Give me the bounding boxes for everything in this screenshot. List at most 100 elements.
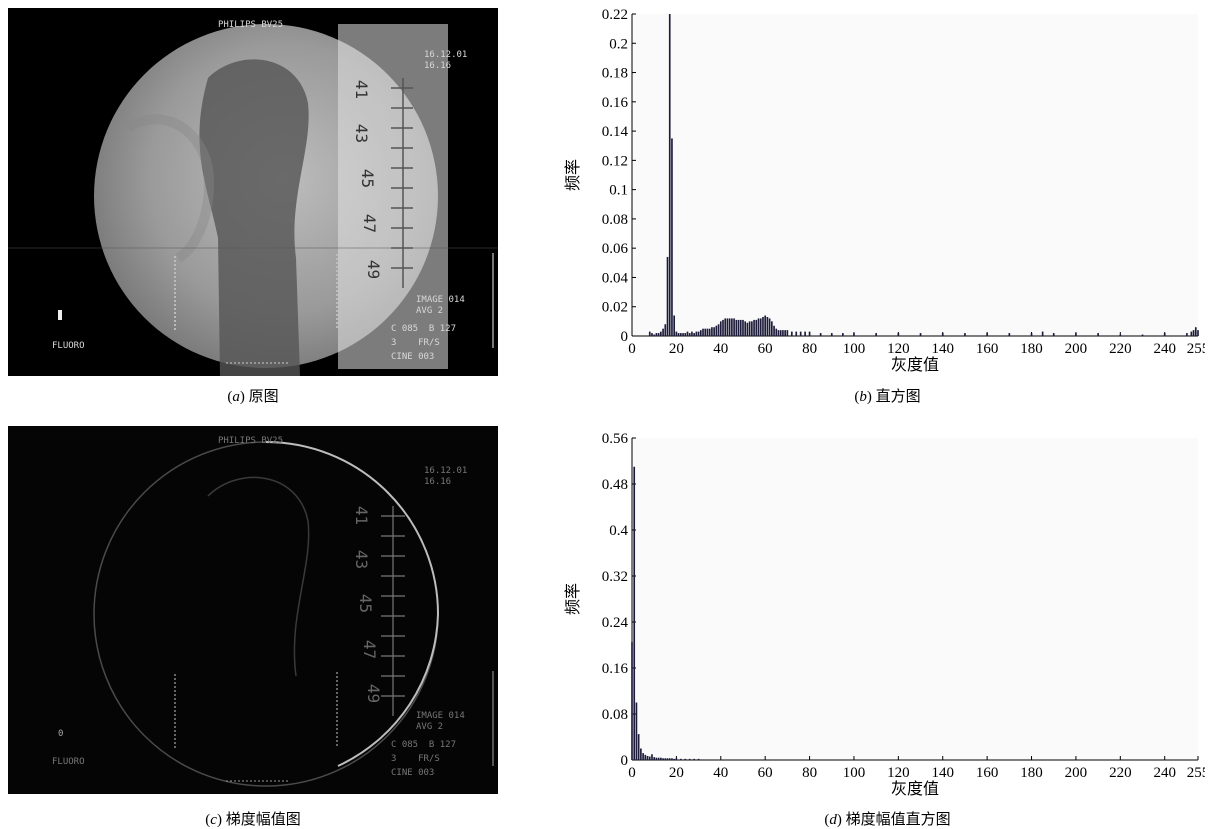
histogram-bar	[751, 321, 753, 336]
histogram-bar	[711, 327, 713, 336]
y-tick-label: 0.32	[602, 569, 628, 585]
x-tick-label: 120	[887, 765, 910, 781]
histogram-bar	[739, 319, 742, 336]
y-tick-label: 0	[621, 753, 629, 769]
info-line: AVG 2	[416, 722, 444, 732]
histogram-bar	[640, 748, 642, 760]
date-label: 16.12.01	[424, 50, 468, 60]
histogram-bar	[1008, 333, 1011, 336]
histogram-bar	[686, 331, 689, 336]
histogram-bar	[941, 333, 944, 336]
histogram-bar	[651, 754, 653, 760]
x-axis-label: 灰度值	[891, 780, 939, 798]
info-line: IMAGE 014	[416, 711, 465, 721]
histogram-bar	[731, 759, 733, 760]
scale-number: 45	[358, 168, 378, 189]
caption-a: (a) 原图	[227, 389, 279, 405]
histogram-bar	[693, 333, 695, 336]
x-tick-label: 200	[1065, 341, 1088, 357]
caption-c: (c) 梯度幅值图	[205, 812, 301, 828]
histogram-bar	[790, 331, 793, 336]
histogram-bar	[759, 318, 762, 336]
y-tick-label: 0.08	[602, 212, 628, 228]
histogram-bar	[646, 755, 649, 760]
y-tick-label: 0	[621, 329, 629, 345]
histogram-bar	[784, 330, 786, 336]
histogram-bar	[768, 318, 771, 336]
x-tick-label: 60	[758, 341, 773, 357]
y-axis-label: 频率	[564, 159, 582, 191]
original-xray-image: PHILIPS BV25 16.12.01 16.16 FLUORO IMAGE…	[8, 8, 498, 376]
scale-number: 47	[360, 639, 380, 660]
x-tick-label: 220	[1109, 765, 1132, 781]
histogram-bar	[651, 333, 653, 336]
histogram-bar	[742, 759, 744, 760]
y-tick-label: 0.16	[602, 95, 629, 111]
histogram-bar	[695, 331, 698, 336]
y-tick-label: 0.08	[602, 707, 628, 723]
histogram-bar	[808, 331, 811, 336]
histogram-bar	[719, 759, 722, 760]
x-tick-label: 255	[1187, 341, 1205, 357]
histogram-bar	[655, 757, 658, 760]
histogram-bar	[757, 318, 760, 336]
histogram-bar	[875, 333, 877, 336]
histogram-bar	[708, 759, 711, 760]
histogram-bar	[708, 328, 711, 336]
histogram-bar	[986, 333, 988, 336]
histogram-bar	[1119, 334, 1122, 336]
marker-zero: 0	[58, 729, 64, 739]
histogram-bar	[764, 315, 767, 336]
histogram-bar	[744, 321, 747, 336]
histogram-bar	[677, 333, 680, 336]
histogram-bar	[648, 331, 651, 336]
scale-number: 45	[356, 593, 376, 614]
histogram-bar	[735, 319, 738, 336]
x-tick-label: 160	[976, 341, 999, 357]
histogram-bar	[728, 318, 731, 336]
gradient-magnitude-image: PHILIPS BV25 16.12.01 16.16 FLUORO IMAGE…	[8, 426, 498, 794]
histogram-bar	[666, 256, 669, 336]
y-tick-label: 0.22	[602, 7, 628, 23]
histogram-bar	[671, 138, 673, 336]
histogram-bar	[1163, 333, 1166, 336]
date-label: 16.12.01	[424, 466, 468, 476]
histogram-bar	[657, 757, 660, 760]
x-tick-label: 20	[669, 765, 684, 781]
x-tick-label: 160	[976, 765, 999, 781]
histogram-bar	[671, 758, 673, 760]
histogram-bar	[742, 319, 744, 336]
histogram-bar	[737, 319, 740, 336]
scale-number: 43	[352, 123, 372, 144]
histogram-bar	[657, 333, 660, 336]
histogram-bar	[819, 333, 822, 336]
brand-label: PHILIPS BV25	[218, 20, 284, 30]
histogram-bar	[693, 758, 695, 760]
scale-number: 49	[364, 259, 384, 280]
histogram-bar	[706, 328, 709, 336]
gradient-graphic	[93, 441, 494, 787]
histogram-bar	[1030, 333, 1033, 336]
histogram-bar	[724, 318, 727, 336]
x-tick-label: 180	[1020, 765, 1043, 781]
x-axis-label: 灰度值	[891, 356, 939, 374]
time-label: 16.16	[424, 477, 452, 487]
histogram-bar	[668, 14, 671, 336]
histogram-bar	[704, 328, 707, 336]
x-tick-label: 255	[1187, 765, 1205, 781]
info-line: C 085 B 127	[391, 740, 457, 750]
x-tick-label: 140	[931, 765, 954, 781]
histogram-bar	[673, 758, 676, 760]
histogram-bar	[717, 324, 720, 336]
histogram-bar	[897, 333, 900, 336]
histogram-bar	[653, 334, 656, 336]
x-tick-label: 60	[758, 765, 773, 781]
plot-area	[632, 438, 1198, 760]
x-tick-label: 100	[843, 341, 866, 357]
histogram-bar	[642, 753, 644, 760]
brand-label: PHILIPS BV25	[218, 436, 284, 446]
histogram-bar	[762, 316, 764, 336]
y-tick-label: 0.48	[602, 477, 628, 493]
y-tick-label: 0.12	[602, 153, 628, 169]
info-line: 3 FR/S	[391, 338, 440, 348]
